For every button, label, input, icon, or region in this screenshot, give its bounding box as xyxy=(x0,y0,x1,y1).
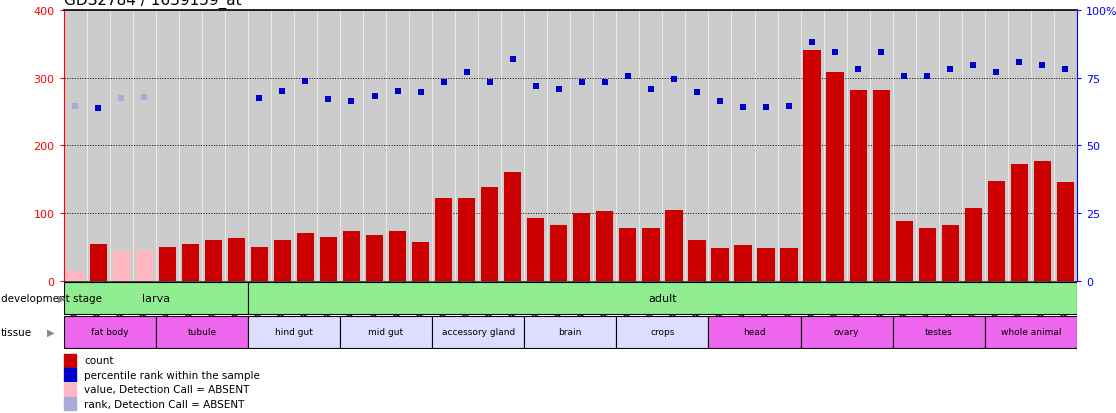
Bar xyxy=(988,181,1006,281)
Bar xyxy=(527,218,545,281)
Text: ▶: ▶ xyxy=(47,327,55,337)
Bar xyxy=(665,210,683,281)
Text: ovary: ovary xyxy=(834,328,859,337)
Text: value, Detection Call = ABSENT: value, Detection Call = ABSENT xyxy=(84,385,250,394)
Bar xyxy=(67,272,84,281)
Text: tubule: tubule xyxy=(187,328,217,337)
Bar xyxy=(435,199,452,281)
Bar xyxy=(481,188,499,281)
Text: head: head xyxy=(743,328,766,337)
Bar xyxy=(366,235,383,281)
Bar xyxy=(248,282,1077,314)
Text: fat body: fat body xyxy=(90,328,128,337)
Bar xyxy=(893,316,984,348)
Bar xyxy=(711,249,729,281)
Text: testes: testes xyxy=(925,328,953,337)
Bar xyxy=(596,211,614,281)
Bar xyxy=(64,368,76,381)
Bar xyxy=(827,73,844,281)
Bar xyxy=(89,244,107,281)
Text: adult: adult xyxy=(648,293,676,303)
Bar xyxy=(873,90,889,281)
Bar xyxy=(320,237,337,281)
Bar xyxy=(228,239,246,281)
Bar xyxy=(158,247,176,281)
Text: GDS2784 / 1639159_at: GDS2784 / 1639159_at xyxy=(64,0,241,9)
Bar xyxy=(550,225,567,281)
Bar xyxy=(709,316,800,348)
Bar xyxy=(918,228,936,281)
Bar xyxy=(804,51,820,281)
Text: accessory gland: accessory gland xyxy=(442,328,514,337)
Bar xyxy=(64,397,76,410)
Bar xyxy=(942,226,959,281)
Bar xyxy=(1011,165,1028,281)
Bar xyxy=(800,316,893,348)
Bar xyxy=(780,249,798,281)
Bar xyxy=(204,241,222,281)
Bar xyxy=(182,244,199,281)
Text: percentile rank within the sample: percentile rank within the sample xyxy=(84,370,260,380)
Bar xyxy=(64,282,248,314)
Text: ▶: ▶ xyxy=(58,293,66,303)
Bar xyxy=(849,90,867,281)
Bar xyxy=(297,234,314,281)
Bar xyxy=(734,245,752,281)
Bar xyxy=(689,241,705,281)
Bar xyxy=(1057,183,1074,281)
Bar xyxy=(458,199,475,281)
Bar xyxy=(388,232,406,281)
Text: crops: crops xyxy=(651,328,674,337)
Text: count: count xyxy=(84,356,114,366)
Text: development stage: development stage xyxy=(1,293,103,303)
Text: rank, Detection Call = ABSENT: rank, Detection Call = ABSENT xyxy=(84,399,244,409)
Bar xyxy=(758,249,775,281)
Bar xyxy=(574,214,590,281)
Bar xyxy=(64,383,76,396)
Bar xyxy=(964,208,982,281)
Bar xyxy=(432,316,525,348)
Bar xyxy=(504,173,521,281)
Bar xyxy=(984,316,1077,348)
Bar xyxy=(251,247,268,281)
Text: mid gut: mid gut xyxy=(368,328,404,337)
Text: brain: brain xyxy=(559,328,581,337)
Bar xyxy=(616,316,709,348)
Bar xyxy=(1033,161,1051,281)
Bar xyxy=(135,252,153,281)
Bar xyxy=(642,228,660,281)
Bar xyxy=(156,316,248,348)
Text: larva: larva xyxy=(142,293,170,303)
Bar xyxy=(525,316,616,348)
Text: whole animal: whole animal xyxy=(1001,328,1061,337)
Bar xyxy=(64,354,76,367)
Bar xyxy=(340,316,432,348)
Bar xyxy=(248,316,340,348)
Bar xyxy=(64,316,156,348)
Bar xyxy=(412,242,430,281)
Bar xyxy=(273,241,291,281)
Bar xyxy=(113,252,129,281)
Text: tissue: tissue xyxy=(1,327,32,337)
Bar xyxy=(343,232,360,281)
Text: hind gut: hind gut xyxy=(275,328,312,337)
Bar xyxy=(895,222,913,281)
Bar xyxy=(619,228,636,281)
